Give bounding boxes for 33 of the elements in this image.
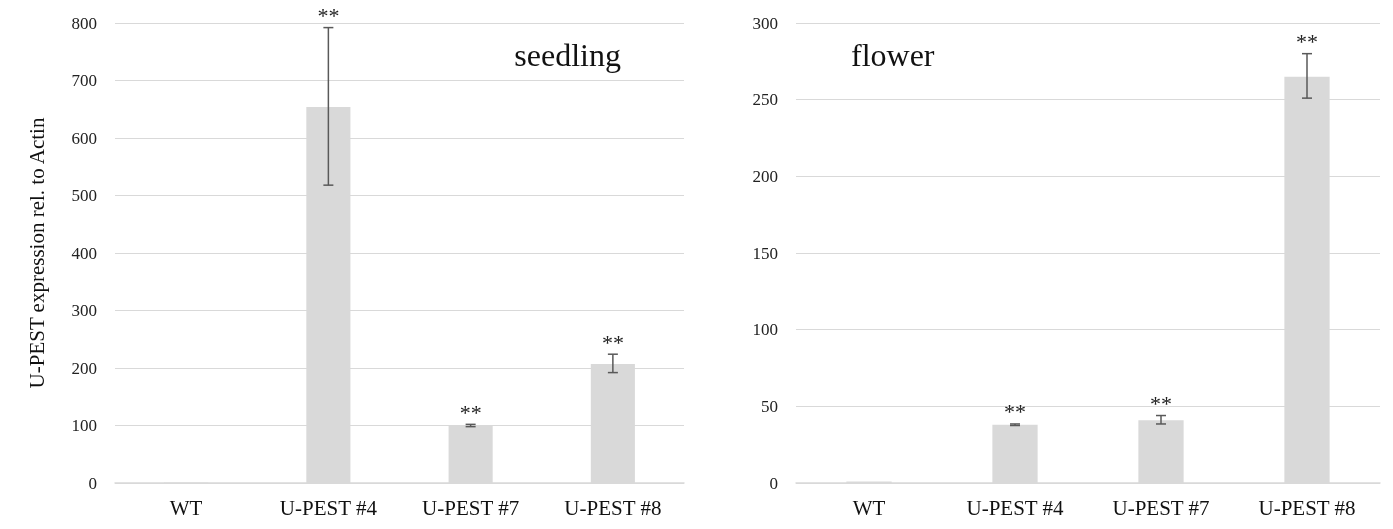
- x-tick-label: U-PEST #4: [279, 495, 378, 520]
- y-tick-label: 500: [71, 186, 97, 205]
- y-tick-label: 200: [752, 166, 778, 186]
- annotation: **: [1004, 399, 1026, 425]
- x-tick-label: U-PEST #7: [1112, 495, 1210, 520]
- x-tick-label: U-PEST #4: [966, 495, 1065, 520]
- x-tick-label: U-PEST #8: [564, 495, 662, 520]
- annotation: **: [601, 329, 624, 355]
- annotation: **: [317, 3, 340, 29]
- y-tick-label: 800: [71, 13, 97, 33]
- y-tick-label: 700: [71, 71, 97, 90]
- x-tick-label: WT: [852, 495, 886, 520]
- y-axis-title: U-PEST expression rel. to Actin: [24, 117, 49, 389]
- y-tick-label: 300: [752, 13, 778, 33]
- x-tick-label: U-PEST #7: [422, 495, 520, 520]
- y-tick-label: 250: [752, 90, 778, 110]
- annotation: **: [1150, 391, 1172, 417]
- x-tick-label: WT: [169, 495, 203, 520]
- y-tick-label: 150: [752, 243, 778, 263]
- chart-title: seedling: [514, 37, 621, 73]
- y-tick-label: 200: [71, 358, 97, 378]
- y-tick-label: 400: [71, 243, 97, 263]
- y-tick-label: 300: [71, 301, 97, 320]
- chart-title: flower: [851, 37, 935, 73]
- y-tick-label: 100: [71, 416, 97, 435]
- x-tick-label: U-PEST #8: [1258, 495, 1356, 520]
- y-tick-label: 0: [88, 473, 97, 493]
- annotation: **: [1296, 29, 1318, 55]
- annotation: **: [459, 399, 482, 425]
- y-tick-label: 600: [71, 128, 97, 148]
- y-tick-label: 100: [752, 320, 778, 340]
- y-tick-label: 50: [761, 396, 778, 416]
- y-tick-label: 0: [769, 473, 778, 493]
